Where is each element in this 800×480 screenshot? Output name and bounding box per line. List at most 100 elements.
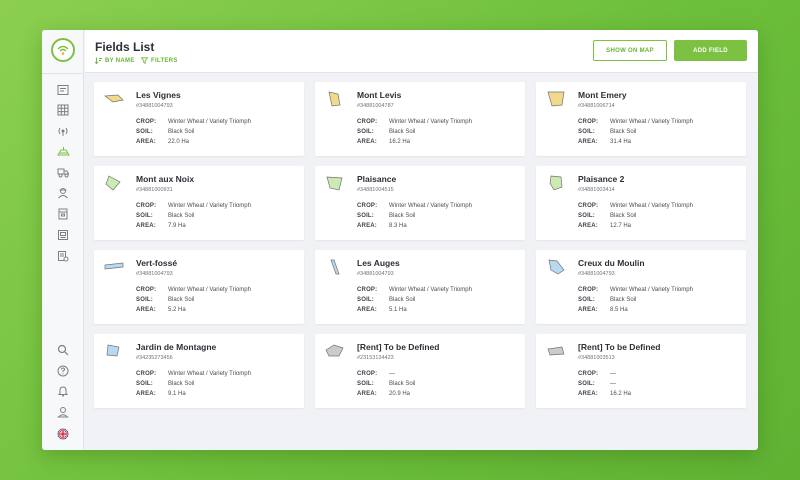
area-label: AREA: — [578, 307, 598, 313]
field-card[interactable]: Plaisance 2 #34881003414 CROP: Winter Wh… — [536, 166, 746, 240]
crop-row: CROP: Winter Wheat / Variety Triomph — [136, 287, 251, 293]
field-card[interactable]: Les Auges #34881004793 CROP: Winter Whea… — [315, 250, 525, 324]
soil-row: SOIL: Black Soil — [578, 297, 636, 303]
soil-value: Black Soil — [168, 129, 195, 135]
crop-label: CROP: — [357, 203, 378, 209]
field-shape-icon — [328, 91, 341, 107]
sidebar — [42, 30, 84, 450]
crop-value: Winter Wheat / Variety Triomph — [389, 203, 472, 209]
crop-label: CROP: — [136, 371, 157, 377]
soil-value: — — [610, 381, 616, 387]
field-shape-icon — [104, 94, 124, 103]
field-card[interactable]: Vert-fossé #34881004793 CROP: Winter Whe… — [94, 250, 304, 324]
worker-icon[interactable] — [55, 185, 71, 201]
field-card[interactable]: Mont Levis #34881004787 CROP: Winter Whe… — [315, 82, 525, 156]
field-shape-icon — [105, 175, 121, 191]
soil-row: SOIL: Black Soil — [578, 213, 636, 219]
crop-label: CROP: — [357, 371, 378, 377]
warehouse-icon[interactable] — [55, 206, 71, 222]
crop-label: CROP: — [136, 119, 157, 125]
crop-row: CROP: Winter Wheat / Variety Triomph — [578, 287, 693, 293]
show-on-map-button[interactable]: SHOW ON MAP — [593, 40, 667, 61]
machinery-icon[interactable] — [55, 164, 71, 180]
area-row: AREA: 31.4 Ha — [578, 139, 631, 145]
crop-value: Winter Wheat / Variety Triomph — [610, 287, 693, 293]
field-id: #34881004787 — [357, 103, 394, 109]
field-card[interactable]: [Rent] To be Defined #34881003513 CROP: … — [536, 334, 746, 408]
report-icon[interactable] — [55, 227, 71, 243]
field-shape-icon — [549, 175, 563, 191]
area-label: AREA: — [136, 139, 156, 145]
field-id: #34881004793 — [136, 271, 173, 277]
area-row: AREA: 12.7 Ha — [578, 223, 631, 229]
soil-value: Black Soil — [168, 213, 195, 219]
soil-label: SOIL: — [357, 297, 374, 303]
field-shape-icon — [106, 344, 120, 357]
field-id: #34881004515 — [357, 187, 394, 193]
help-icon[interactable] — [55, 363, 71, 379]
area-row: AREA: 16.2 Ha — [357, 139, 410, 145]
filters-label: FILTERS — [151, 57, 178, 64]
field-shape-icon — [547, 346, 565, 356]
soil-label: SOIL: — [357, 213, 374, 219]
crop-row: CROP: Winter Wheat / Variety Triomph — [578, 203, 693, 209]
crop-value: Winter Wheat / Variety Triomph — [168, 287, 251, 293]
add-field-button[interactable]: ADD FIELD — [674, 40, 747, 61]
area-value: 20.9 Ha — [389, 391, 411, 397]
app-window: Fields List BY NAME FILTERS SHOW ON MAP … — [42, 30, 758, 450]
crop-label: CROP: — [578, 287, 599, 293]
weather-signal-icon[interactable] — [55, 123, 71, 139]
area-label: AREA: — [357, 391, 377, 397]
filters-link[interactable]: FILTERS — [141, 57, 178, 64]
field-name: [Rent] To be Defined — [357, 342, 440, 352]
field-name: Les Vignes — [136, 90, 181, 100]
area-value: 31.4 Ha — [610, 139, 632, 145]
field-shape-icon — [326, 176, 343, 191]
search-icon[interactable] — [55, 342, 71, 358]
field-name: Vert-fossé — [136, 258, 178, 268]
soil-row: SOIL: Black Soil — [357, 129, 415, 135]
calendar-grid-icon[interactable] — [55, 102, 71, 118]
sort-icon — [95, 57, 102, 64]
crop-label: CROP: — [578, 119, 599, 125]
field-card[interactable]: Mont Emery #34881006714 CROP: Winter Whe… — [536, 82, 746, 156]
area-row: AREA: 9.1 Ha — [136, 391, 186, 397]
crop-label: CROP: — [136, 203, 157, 209]
app-logo[interactable] — [51, 38, 75, 62]
field-card[interactable]: Creux du Moulin #34881004793 CROP: Winte… — [536, 250, 746, 324]
user-profile-icon[interactable] — [55, 404, 71, 420]
field-shape-icon — [547, 91, 565, 107]
language-flag-uk-icon[interactable] — [55, 426, 71, 442]
field-shape-icon — [330, 259, 340, 275]
crop-label: CROP: — [136, 287, 157, 293]
sort-by-name-link[interactable]: BY NAME — [95, 57, 135, 64]
area-label: AREA: — [578, 223, 598, 229]
field-card[interactable]: [Rent] To be Defined #23153134423 CROP: … — [315, 334, 525, 408]
field-card[interactable]: Jardin de Montagne #34235273456 CROP: Wi… — [94, 334, 304, 408]
field-shape-icon — [104, 262, 124, 270]
field-card[interactable]: Les Vignes #34881004793 CROP: Winter Whe… — [94, 82, 304, 156]
crop-row: CROP: Winter Wheat / Variety Triomph — [357, 119, 472, 125]
soil-row: SOIL: — — [578, 381, 616, 387]
field-card[interactable]: Mont aux Noix #34881000931 CROP: Winter … — [94, 166, 304, 240]
notification-bell-icon[interactable] — [55, 383, 71, 399]
invoice-icon[interactable] — [55, 248, 71, 264]
field-shape-icon — [548, 259, 565, 275]
soil-value: Black Soil — [389, 297, 416, 303]
field-name: [Rent] To be Defined — [578, 342, 661, 352]
crop-value: Winter Wheat / Variety Triomph — [389, 287, 472, 293]
fields-icon[interactable] — [55, 144, 71, 160]
crop-label: CROP: — [578, 203, 599, 209]
crop-value: Winter Wheat / Variety Triomph — [610, 119, 693, 125]
soil-value: Black Soil — [610, 297, 637, 303]
soil-row: SOIL: Black Soil — [136, 213, 194, 219]
soil-label: SOIL: — [578, 381, 595, 387]
soil-label: SOIL: — [357, 381, 374, 387]
area-row: AREA: 5.2 Ha — [136, 307, 186, 313]
area-value: 16.2 Ha — [389, 139, 411, 145]
crop-row: CROP: Winter Wheat / Variety Triomph — [136, 371, 251, 377]
area-value: 5.2 Ha — [168, 307, 186, 313]
field-card[interactable]: Plaisance #34881004515 CROP: Winter Whea… — [315, 166, 525, 240]
dashboard-icon[interactable] — [55, 82, 71, 98]
field-shape-icon — [325, 344, 344, 357]
